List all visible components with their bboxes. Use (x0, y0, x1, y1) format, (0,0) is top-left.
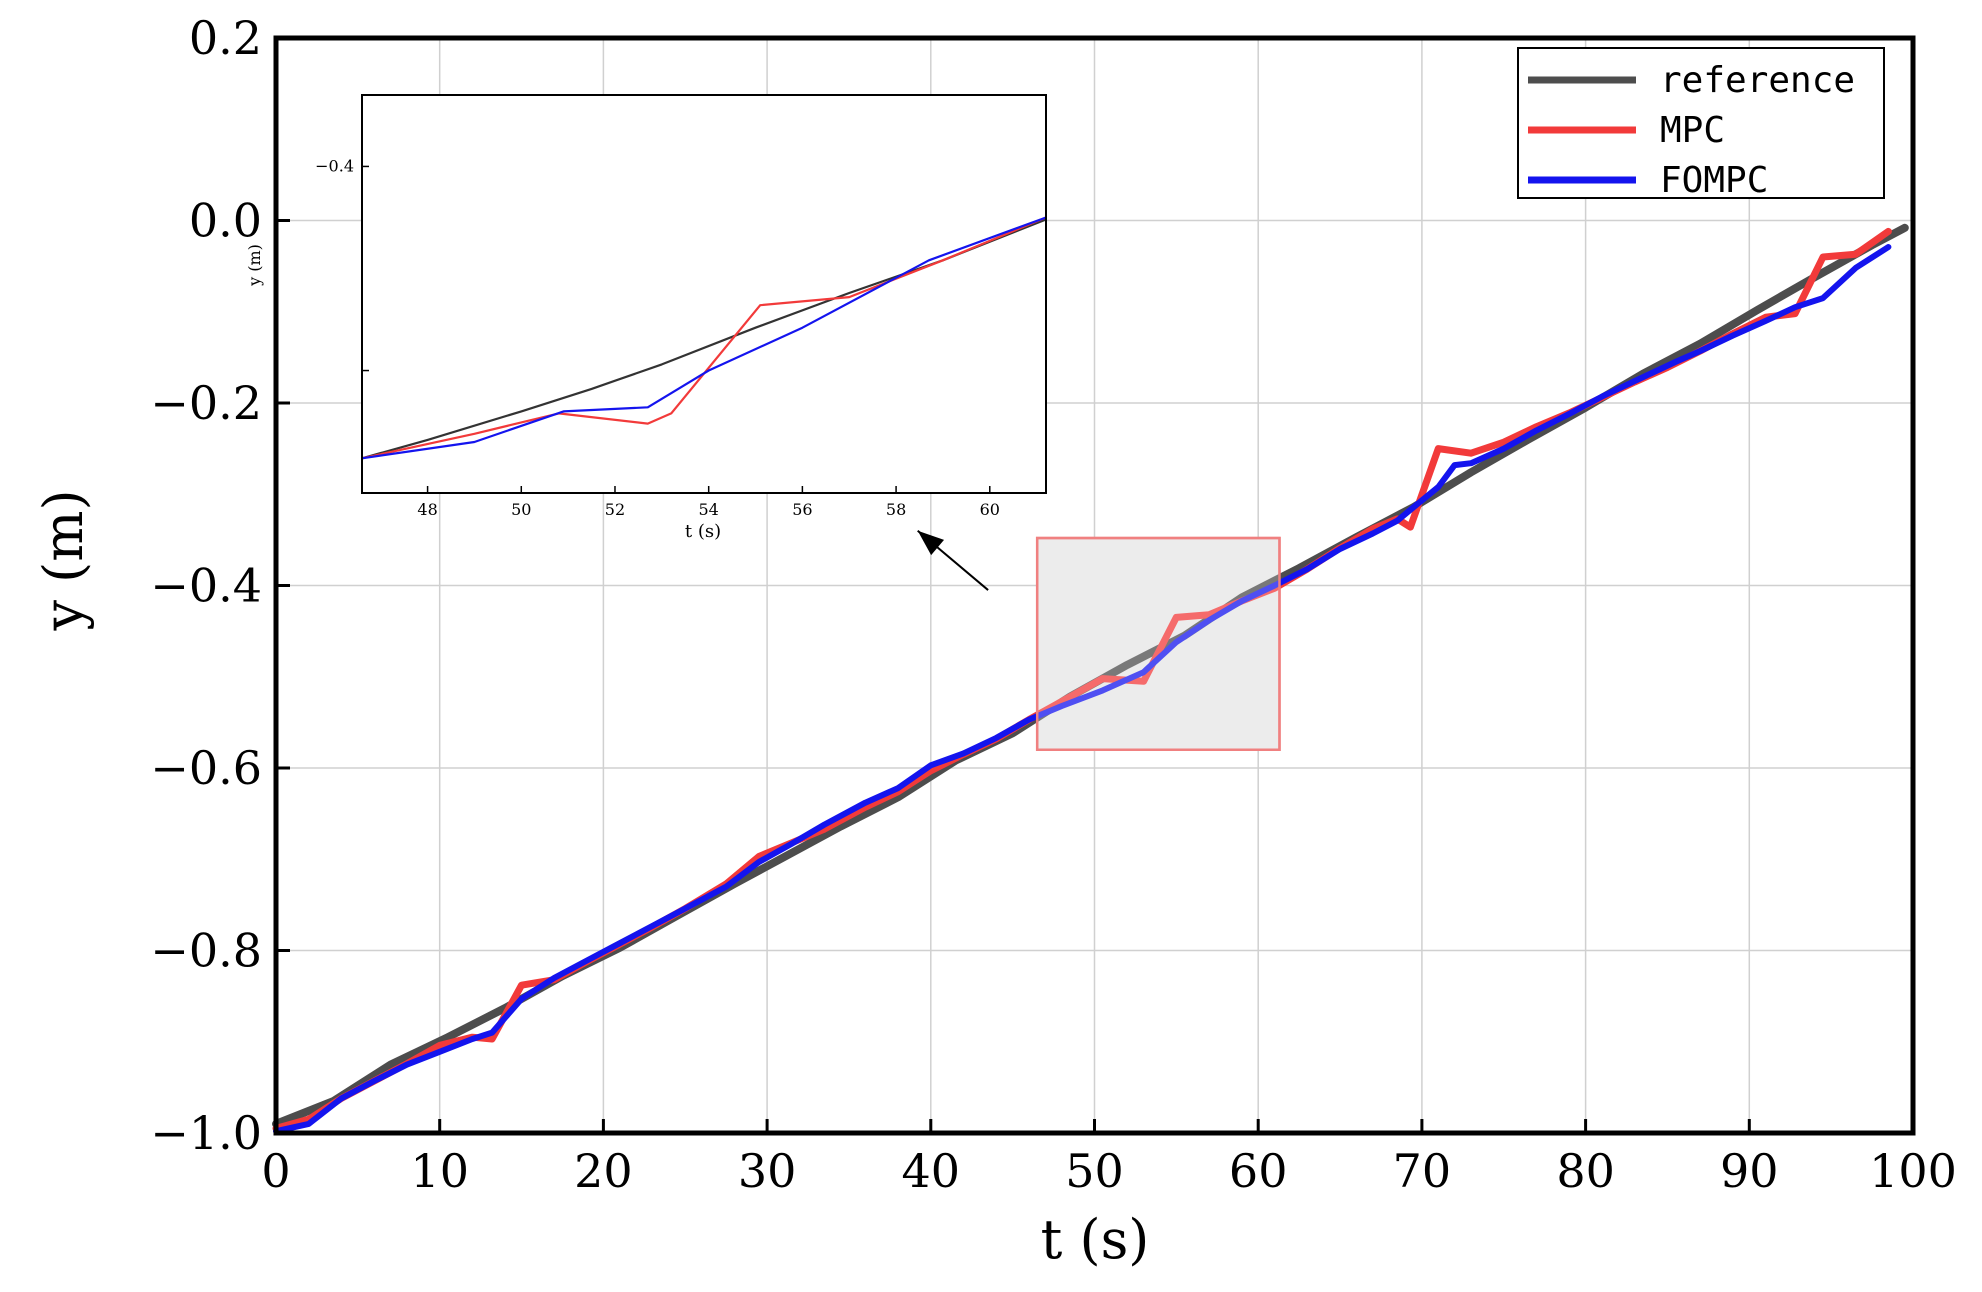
inset-ticks: 48 50 52 54 56 58 60 −0.4 (315, 156, 1000, 519)
y-tick-label: 0.0 (189, 194, 262, 248)
inset-series-line-mpc (361, 216, 1047, 460)
y-axis-label: y (m) (32, 489, 95, 631)
inset-x-tick-label: 48 (417, 500, 437, 519)
inset-frame (361, 94, 1047, 494)
y-tick-label: −0.6 (150, 741, 262, 795)
inset-x-tick-label: 50 (511, 500, 531, 519)
inset-x-tick-label: 54 (699, 500, 719, 519)
y-tick-label: −0.8 (150, 924, 262, 978)
y-tick-label: 0.2 (189, 11, 262, 65)
inset-x-axis-label: t (s) (685, 521, 721, 542)
zoom-highlight-overlay (1035, 536, 1281, 751)
legend-frame (1517, 47, 1885, 199)
inset-y-axis-label: y (m) (245, 244, 264, 287)
inset-y-tick-label: −0.4 (315, 156, 354, 175)
inset-series-group (361, 216, 1047, 460)
inset-x-tick-label: 58 (886, 500, 906, 519)
legend-label-mpc: MPC (1660, 110, 1725, 151)
inset-x-tick-label: 60 (980, 500, 1000, 519)
main-axis-labels: t (s) y (m) (32, 489, 1149, 1271)
y-tick-label: −1.0 (150, 1106, 262, 1160)
zoom-arrow (917, 529, 989, 591)
inset-series-line-fompc (361, 216, 1047, 460)
inset-x-tick-label: 52 (605, 500, 625, 519)
inset-series-line-reference (361, 218, 1047, 460)
x-tick-label: 100 (1869, 1144, 1957, 1198)
inset-chart: 48 50 52 54 56 58 60 −0.4 t (s) y (m) (245, 94, 1047, 542)
inset-x-tick-label: 56 (792, 500, 812, 519)
x-tick-label: 0 (261, 1144, 290, 1198)
legend-label-fompc: FOMPC (1660, 160, 1768, 201)
arrow-head (917, 530, 945, 556)
series-line-fompc (273, 244, 1892, 1135)
legend-label-reference: reference (1660, 60, 1855, 101)
x-tick-label: 20 (574, 1144, 633, 1198)
x-tick-label: 40 (902, 1144, 961, 1198)
x-tick-label: 70 (1393, 1144, 1452, 1198)
x-tick-label: 80 (1556, 1144, 1615, 1198)
y-tick-label: −0.2 (150, 376, 262, 430)
x-tick-label: 30 (738, 1144, 797, 1198)
main-series-group (272, 223, 1909, 1135)
legend: reference MPC FOMPC (1517, 47, 1885, 201)
main-ticks: 0 10 20 30 40 50 60 70 80 90 100 −1.0 −0.8 −0.6 −0.4 −0… (150, 11, 1957, 1198)
y-tick-label: −0.4 (150, 559, 262, 613)
x-axis-label: t (s) (1041, 1208, 1150, 1271)
x-tick-label: 50 (1065, 1144, 1124, 1198)
inset-background (362, 95, 1046, 493)
x-tick-label: 10 (410, 1144, 469, 1198)
x-tick-label: 90 (1720, 1144, 1779, 1198)
x-tick-label: 60 (1229, 1144, 1288, 1198)
